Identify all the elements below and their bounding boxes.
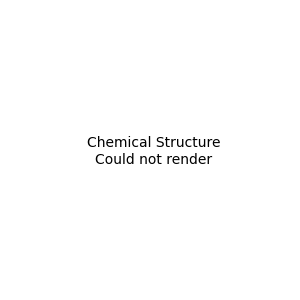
Text: Chemical Structure
Could not render: Chemical Structure Could not render <box>87 136 220 166</box>
